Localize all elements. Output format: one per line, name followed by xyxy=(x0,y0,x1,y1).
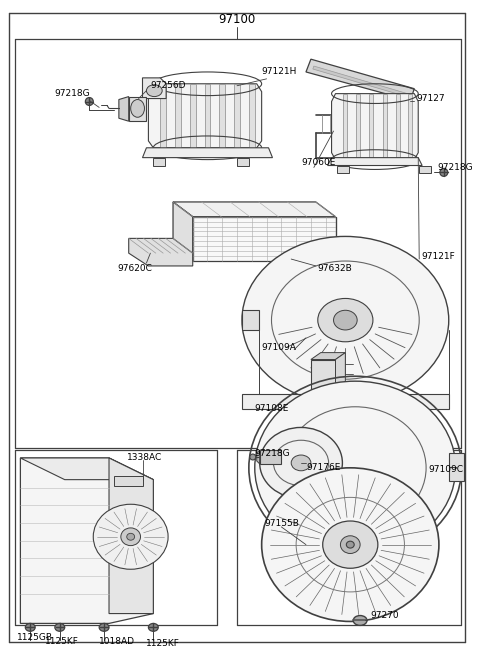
Polygon shape xyxy=(311,352,345,360)
Polygon shape xyxy=(143,148,273,158)
Ellipse shape xyxy=(131,100,144,117)
Ellipse shape xyxy=(353,616,367,626)
Ellipse shape xyxy=(347,541,354,548)
Text: 1125KF: 1125KF xyxy=(146,639,180,648)
Ellipse shape xyxy=(262,468,439,622)
Polygon shape xyxy=(219,84,225,148)
Text: 97109C: 97109C xyxy=(428,465,463,474)
Polygon shape xyxy=(383,94,387,160)
Text: 97632B: 97632B xyxy=(318,265,352,273)
Polygon shape xyxy=(114,476,144,485)
Ellipse shape xyxy=(255,381,456,555)
Ellipse shape xyxy=(99,624,109,631)
Ellipse shape xyxy=(440,168,448,176)
Polygon shape xyxy=(332,94,418,160)
Text: 97109A: 97109A xyxy=(262,343,297,352)
Text: 97218G: 97218G xyxy=(437,163,473,172)
Ellipse shape xyxy=(334,310,357,330)
Ellipse shape xyxy=(323,521,378,569)
Polygon shape xyxy=(119,96,129,121)
Polygon shape xyxy=(369,94,373,160)
Text: 97100: 97100 xyxy=(218,13,256,26)
Ellipse shape xyxy=(93,504,168,569)
Ellipse shape xyxy=(340,536,360,553)
Text: 97176E: 97176E xyxy=(306,463,340,472)
Polygon shape xyxy=(242,394,449,409)
Bar xyxy=(337,166,349,174)
Polygon shape xyxy=(20,458,153,624)
Text: 97121H: 97121H xyxy=(262,67,297,77)
Text: 97108E: 97108E xyxy=(255,404,289,413)
Polygon shape xyxy=(396,94,399,160)
Text: 97620C: 97620C xyxy=(117,265,152,273)
Polygon shape xyxy=(129,96,146,121)
Polygon shape xyxy=(175,84,181,148)
Text: 97256D: 97256D xyxy=(150,81,186,90)
Text: 97155B: 97155B xyxy=(264,519,300,529)
Ellipse shape xyxy=(85,98,93,105)
Text: 97270: 97270 xyxy=(370,611,398,620)
Ellipse shape xyxy=(146,84,162,96)
Text: 97127: 97127 xyxy=(416,94,445,103)
Polygon shape xyxy=(311,360,336,394)
Polygon shape xyxy=(249,84,255,148)
Text: 97218G: 97218G xyxy=(55,89,91,98)
Text: 97121F: 97121F xyxy=(421,252,455,261)
Text: 97218G: 97218G xyxy=(255,449,290,458)
Polygon shape xyxy=(160,84,166,148)
Ellipse shape xyxy=(121,528,141,546)
Polygon shape xyxy=(343,94,348,160)
Polygon shape xyxy=(20,458,153,479)
Polygon shape xyxy=(129,238,192,266)
Polygon shape xyxy=(204,84,210,148)
Polygon shape xyxy=(190,84,196,148)
Ellipse shape xyxy=(250,454,256,460)
Bar xyxy=(153,158,165,166)
Ellipse shape xyxy=(318,299,373,342)
Polygon shape xyxy=(234,84,240,148)
Ellipse shape xyxy=(148,624,158,631)
Polygon shape xyxy=(173,202,336,217)
Polygon shape xyxy=(143,78,166,98)
Polygon shape xyxy=(109,458,153,614)
Polygon shape xyxy=(313,66,408,96)
Polygon shape xyxy=(192,217,336,261)
Ellipse shape xyxy=(260,428,342,498)
Text: 1125GB: 1125GB xyxy=(17,633,53,642)
Ellipse shape xyxy=(55,624,65,631)
Polygon shape xyxy=(408,94,412,160)
Polygon shape xyxy=(173,202,192,261)
Ellipse shape xyxy=(291,455,311,471)
Text: 97060E: 97060E xyxy=(301,158,336,167)
Bar xyxy=(419,166,431,174)
Text: 1125KF: 1125KF xyxy=(45,637,79,646)
Ellipse shape xyxy=(127,533,134,540)
Text: 1018AD: 1018AD xyxy=(99,637,135,646)
Polygon shape xyxy=(356,94,360,160)
Ellipse shape xyxy=(25,624,35,631)
Ellipse shape xyxy=(242,236,449,404)
Polygon shape xyxy=(260,450,281,464)
Polygon shape xyxy=(306,59,414,100)
Polygon shape xyxy=(328,158,422,166)
Polygon shape xyxy=(449,453,464,481)
Text: 1338AC: 1338AC xyxy=(127,453,162,462)
Polygon shape xyxy=(148,84,262,148)
Polygon shape xyxy=(242,310,259,330)
Polygon shape xyxy=(336,352,345,394)
Bar xyxy=(237,158,249,166)
Polygon shape xyxy=(257,450,260,464)
